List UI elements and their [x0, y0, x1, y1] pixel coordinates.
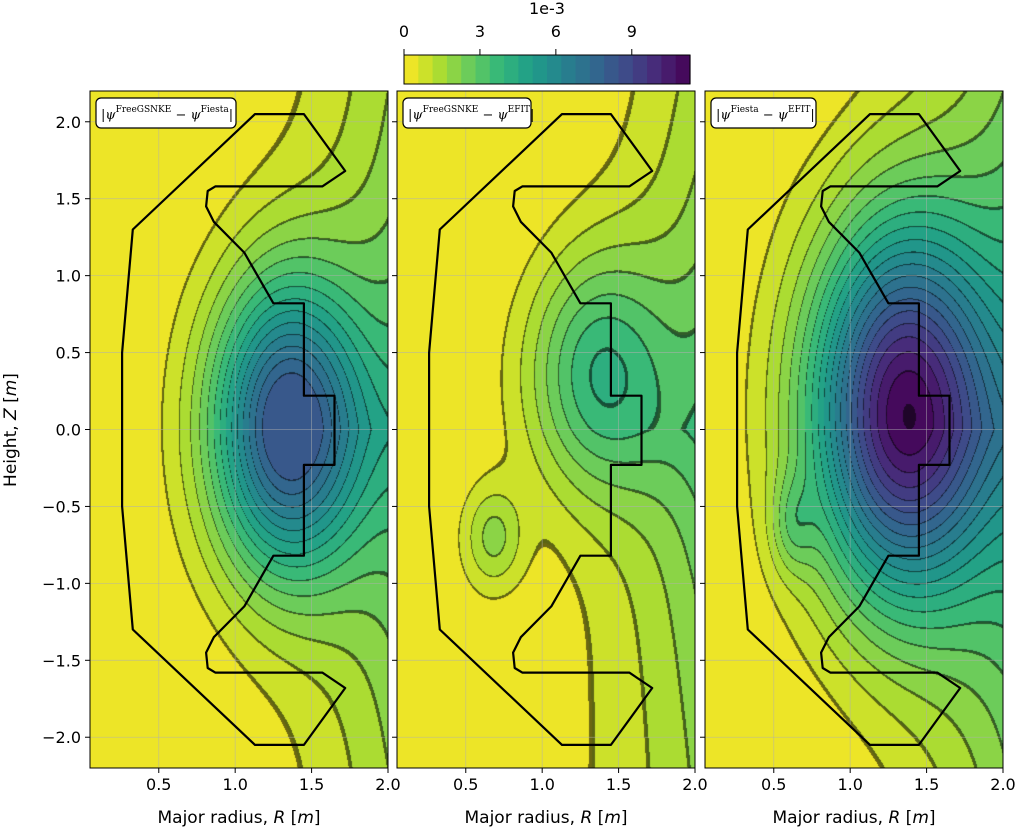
legend: |ψFreeGSNKE − ψEFIT| [402, 97, 534, 129]
colorbar-swatch [432, 55, 448, 84]
x-axis-label: Major radius, R [m] [464, 808, 627, 828]
colorbar-frame [403, 54, 691, 85]
colorbar-swatch [589, 55, 605, 84]
colorbar: 1e-3 0 3 6 9 [399, 0, 691, 85]
colorbar-swatch [675, 55, 691, 84]
colorbar-swatch [618, 55, 634, 84]
colorbar-swatches [404, 55, 691, 84]
panel-3: 0.5 1.0 1.5 2.0 Major radius, R [m] |ψFiesta … [700, 90, 1016, 828]
y-tick-label: −1.5 [42, 651, 81, 670]
colorbar-swatch [604, 55, 620, 84]
colorbar-tick-label: 6 [551, 22, 561, 41]
x-axis-label: Major radius, R [m] [157, 808, 320, 828]
colorbar-swatch [418, 55, 434, 84]
y-tick-label: 2.0 [56, 113, 81, 132]
grid [90, 91, 388, 768]
colorbar-swatch [475, 55, 491, 84]
colorbar-swatch [561, 55, 577, 84]
colorbar-swatch [461, 55, 477, 84]
x-tick-label: 0.5 [761, 775, 786, 794]
colorbar-ticks: 0 3 6 9 [399, 22, 637, 55]
panels: 0.5 1.0 1.5 2.0 Major radius, R [m] 2.0 1.5 1.0… [42, 90, 1016, 828]
y-axis-label: Height, Z [m] [1, 373, 21, 487]
x-tick-label: 1.0 [222, 775, 247, 794]
x-tick-label: 2.0 [375, 775, 400, 794]
colorbar-swatch [575, 55, 591, 84]
x-tick-label: 0.5 [146, 775, 171, 794]
legend-label: |ψFreeGSNKE − ψFiesta| [101, 105, 233, 123]
colorbar-swatch [504, 55, 519, 84]
vessel-outline [428, 112, 654, 747]
x-tick-label: 0.5 [453, 775, 478, 794]
x-tick-label: 2.0 [990, 775, 1015, 794]
x-tick-label: 1.0 [529, 775, 554, 794]
colorbar-swatch [518, 55, 534, 84]
legend-frame [402, 97, 532, 129]
colorbar-swatch [647, 55, 662, 84]
x-tick-label: 1.0 [837, 775, 862, 794]
legend: |ψFiesta − ψEFIT| [710, 97, 817, 129]
legend-frame [710, 97, 817, 129]
colorbar-tick-label: 3 [475, 22, 485, 41]
x-axis-label: Major radius, R [m] [772, 808, 935, 828]
vessel-outline [735, 112, 962, 747]
y-tick-label: −0.5 [42, 497, 81, 516]
colorbar-tick-label: 0 [399, 22, 409, 41]
colorbar-swatch [446, 55, 462, 84]
colorbar-swatch [661, 55, 677, 84]
colorbar-swatch [532, 55, 548, 84]
colorbar-swatch [547, 55, 562, 84]
x-tick-label: 1.5 [606, 775, 631, 794]
vessel-outline [120, 112, 347, 747]
panel-2: 0.5 1.0 1.5 2.0 Major radius, R [m] |ψFreeGSN… [392, 90, 708, 828]
y-tick-label: 0.0 [56, 421, 81, 440]
y-tick-label: −2.0 [42, 728, 81, 747]
colorbar-swatch [489, 55, 505, 84]
colorbar-tick-label: 9 [627, 22, 637, 41]
y-tick-label: 1.5 [56, 190, 81, 209]
x-tick-label: 1.5 [299, 775, 324, 794]
colorbar-label: 1e-3 [529, 0, 565, 18]
legend-frame [95, 97, 237, 129]
x-tick-label: 2.0 [682, 775, 707, 794]
y-tick-label: 0.5 [56, 344, 81, 363]
y-tick-label: 1.0 [56, 267, 81, 286]
colorbar-swatch [632, 55, 648, 84]
legend-label: |ψFiesta − ψEFIT| [716, 105, 815, 123]
y-tick-label: −1.0 [42, 574, 81, 593]
colorbar-swatch [404, 55, 419, 84]
legend: |ψFreeGSNKE − ψFiesta| [95, 97, 237, 129]
x-tick-label: 1.5 [914, 775, 939, 794]
panel-1: 0.5 1.0 1.5 2.0 Major radius, R [m] 2.0 1.5 1.0… [42, 90, 401, 828]
legend-label: |ψFreeGSNKE − ψEFIT| [408, 105, 534, 123]
